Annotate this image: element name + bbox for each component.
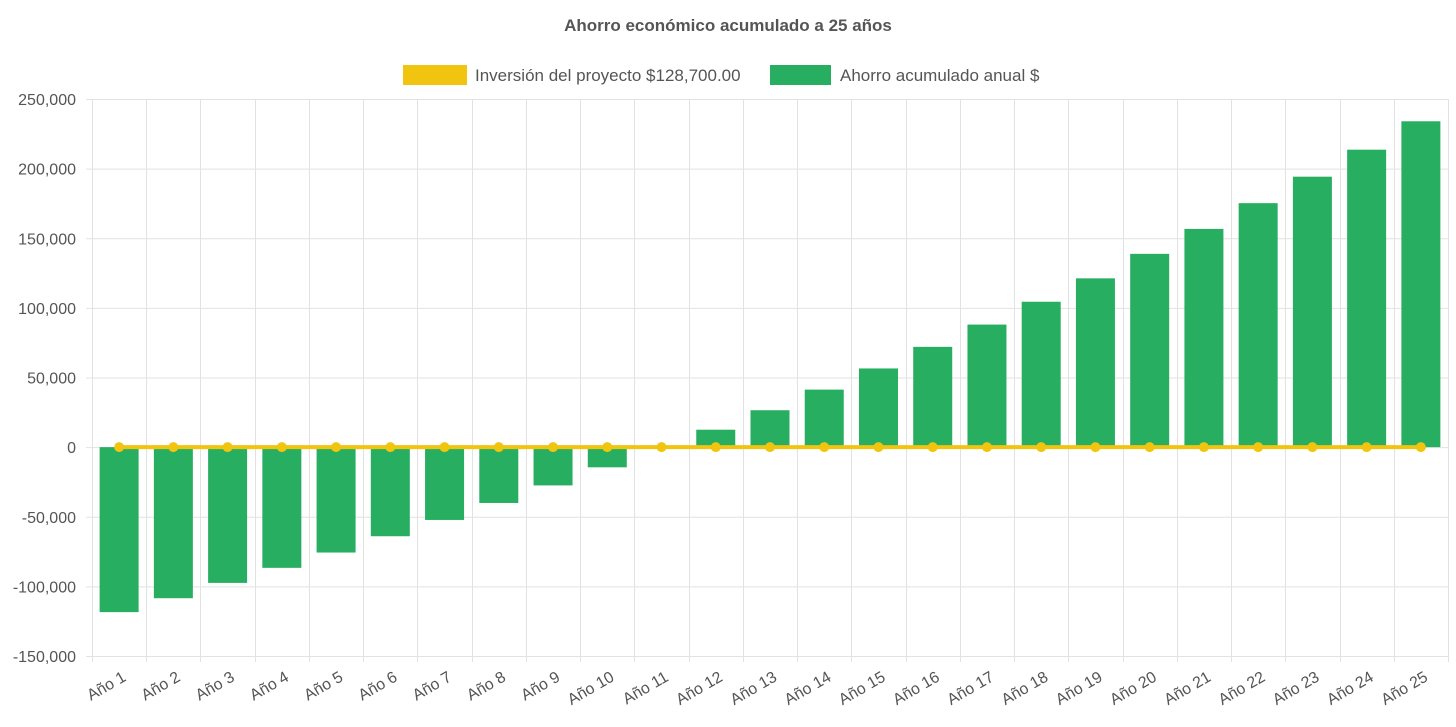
x-tick-label: Año 24 [1324, 669, 1377, 709]
y-tick-label: -150,000 [13, 649, 76, 666]
x-tick-label: Año 25 [1378, 669, 1431, 709]
line-point[interactable] [1415, 442, 1426, 453]
bar[interactable] [153, 447, 193, 599]
y-tick-label: 250,000 [18, 92, 76, 109]
line-point[interactable] [819, 442, 830, 453]
line-point[interactable] [1036, 442, 1047, 453]
bar[interactable] [533, 447, 573, 486]
y-axis: 250,000 200,000 150,000 100,000 50,000 0 -50,0… [13, 92, 76, 666]
bar[interactable] [1238, 203, 1278, 448]
line-point[interactable] [385, 442, 396, 453]
line-point[interactable] [981, 442, 992, 453]
line-point[interactable] [493, 442, 504, 453]
x-tick-label: Año 2 [139, 669, 184, 705]
y-tick-label: 150,000 [18, 231, 76, 248]
bar[interactable] [913, 346, 953, 448]
line-point[interactable] [656, 442, 667, 453]
bar[interactable] [858, 368, 898, 448]
legend-label-savings: Ahorro acumulado anual $ [840, 66, 1040, 85]
investment-line [114, 442, 1426, 453]
line-point[interactable] [439, 442, 450, 453]
line-point[interactable] [276, 442, 287, 453]
line-point[interactable] [222, 442, 233, 453]
x-tick-label: Año 1 [84, 669, 129, 705]
x-tick-label: Año 17 [945, 669, 998, 709]
bar[interactable] [587, 447, 627, 468]
bar[interactable] [696, 429, 736, 448]
line-point[interactable] [873, 442, 884, 453]
y-tick-label: 50,000 [27, 371, 76, 388]
bar[interactable] [804, 389, 844, 448]
y-tick-label: 100,000 [18, 301, 76, 318]
line-point[interactable] [548, 442, 559, 453]
legend-item-savings[interactable]: Ahorro acumulado anual $ [770, 65, 1040, 85]
x-tick-label: Año 14 [782, 669, 835, 709]
line-point[interactable] [1361, 442, 1372, 453]
x-tick-label: Año 5 [301, 669, 346, 705]
x-tick-label: Año 12 [673, 669, 726, 709]
x-tick-label: Año 18 [999, 669, 1052, 709]
line-point[interactable] [1198, 442, 1209, 453]
bar[interactable] [1075, 278, 1115, 448]
x-tick-label: Año 3 [193, 669, 238, 705]
x-tick-label: Año 23 [1270, 669, 1323, 709]
chart-title: Ahorro económico acumulado a 25 años [564, 16, 892, 35]
x-tick-label: Año 22 [1216, 669, 1269, 709]
x-tick-label: Año 4 [247, 669, 292, 705]
legend: Inversión del proyecto $128,700.00 Ahorr… [403, 65, 1040, 85]
bar[interactable] [967, 324, 1007, 448]
bar[interactable] [316, 447, 356, 553]
x-tick-label: Año 13 [728, 669, 781, 709]
bar[interactable] [262, 447, 302, 568]
bar[interactable] [1130, 253, 1170, 448]
bar[interactable] [1292, 176, 1332, 448]
bar[interactable] [750, 410, 790, 448]
x-tick-label: Año 19 [1053, 669, 1106, 709]
x-tick-label: Año 20 [1107, 669, 1160, 709]
line-point[interactable] [1253, 442, 1264, 453]
x-tick-label: Año 6 [356, 669, 401, 705]
x-tick-label: Año 7 [410, 669, 455, 705]
x-tick-label: Año 8 [464, 669, 509, 705]
line-point[interactable] [765, 442, 775, 453]
bar[interactable] [1021, 301, 1061, 448]
line-point[interactable] [331, 442, 342, 453]
line-point[interactable] [1090, 442, 1101, 453]
bar[interactable] [425, 447, 465, 520]
line-point[interactable] [1307, 442, 1318, 453]
x-tick-label: Año 10 [565, 669, 618, 709]
bar[interactable] [1347, 149, 1387, 448]
line-point[interactable] [114, 442, 125, 453]
bar[interactable] [99, 447, 139, 613]
legend-label-investment: Inversión del proyecto $128,700.00 [475, 66, 741, 85]
legend-swatch-investment [403, 65, 467, 85]
bar[interactable] [370, 447, 410, 537]
x-tick-label: Año 9 [518, 669, 563, 705]
line-point[interactable] [168, 442, 179, 453]
bar[interactable] [208, 447, 248, 583]
x-tick-label: Año 16 [890, 669, 943, 709]
x-tick-label: Año 21 [1161, 669, 1214, 709]
y-tick-label: -50,000 [22, 510, 76, 527]
line-point[interactable] [927, 442, 938, 453]
x-tick-label: Año 15 [836, 669, 889, 709]
bar[interactable] [479, 447, 519, 503]
line-point[interactable] [710, 442, 721, 453]
legend-swatch-savings [770, 65, 831, 85]
line-point[interactable] [602, 442, 613, 453]
bar[interactable] [1401, 121, 1441, 448]
x-tick-label: Año 11 [620, 669, 671, 709]
bars [99, 121, 1441, 613]
y-tick-label: 200,000 [18, 162, 76, 179]
y-tick-label: -100,000 [13, 579, 76, 596]
bar[interactable] [1184, 228, 1224, 448]
x-axis: Año 1 Año 2 Año 3 Año 4 Año 5 Año 6 Año 7 Año 8… [84, 669, 1431, 709]
line-point[interactable] [1144, 442, 1155, 453]
y-tick-label: 0 [67, 440, 76, 457]
legend-item-investment[interactable]: Inversión del proyecto $128,700.00 [403, 65, 741, 85]
